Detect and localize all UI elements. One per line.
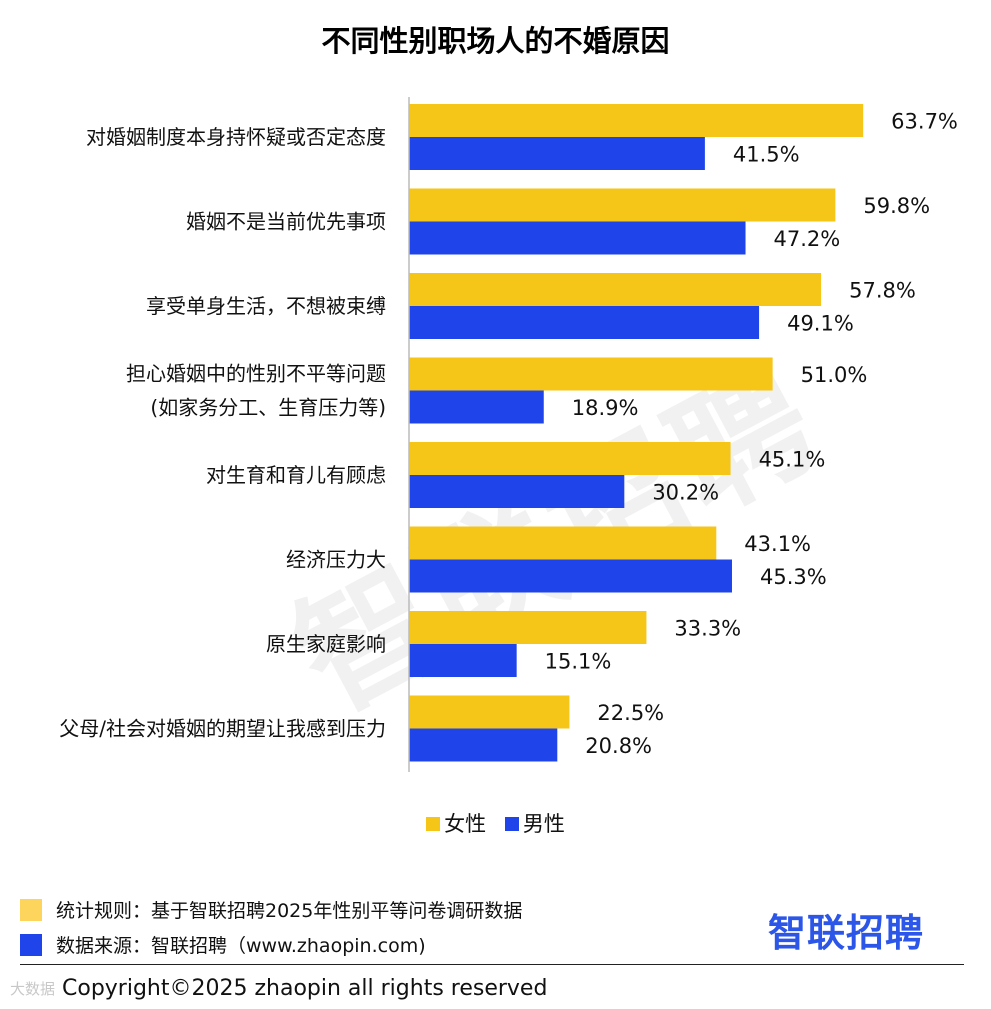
- brand-logo: 智联招聘: [768, 911, 925, 955]
- category-label-3-line-1: (如家务分工、生育压力等): [150, 396, 386, 420]
- footer-source-text: 数据来源：智联招聘（www.zhaopin.com): [56, 935, 426, 957]
- bar-male-2: [409, 306, 760, 339]
- category-label-7: 父母/社会对婚姻的期望让我感到压力: [59, 717, 386, 741]
- bar-female-5: [409, 526, 717, 560]
- bar-female-4: [409, 442, 731, 475]
- category-label-0: 对婚姻制度本身持怀疑或否定态度: [86, 125, 386, 149]
- data-label-male-7: 20.8%: [585, 734, 652, 758]
- data-label-female-3: 51.0%: [801, 363, 868, 387]
- legend-swatch-female: [426, 816, 441, 831]
- footer-rule: 统计规则：基于智联招聘2025年性别平等问卷调研数据: [20, 896, 522, 924]
- bar-female-2: [409, 273, 822, 306]
- legend-item-male: 男性: [504, 808, 565, 838]
- bar-male-4: [409, 475, 625, 508]
- category-label-3-line-0: 担心婚姻中的性别不平等问题: [126, 362, 386, 386]
- bar-female-0: [409, 104, 864, 137]
- bar-male-3: [409, 390, 544, 424]
- data-label-male-0: 41.5%: [733, 143, 800, 167]
- footer-rule-text: 统计规则：基于智联招聘2025年性别平等问卷调研数据: [56, 900, 523, 922]
- rule-square-icon: [20, 899, 42, 921]
- legend-label-male: 男性: [522, 812, 565, 836]
- bar-female-7: [409, 695, 570, 729]
- data-label-female-7: 22.5%: [597, 701, 664, 725]
- bar-male-7: [409, 728, 558, 762]
- legend-label-female: 女性: [444, 812, 487, 836]
- category-label-2: 享受单身生活，不想被束缚: [146, 294, 386, 318]
- legend-swatch-male: [504, 816, 519, 831]
- data-label-female-4: 45.1%: [759, 448, 826, 472]
- bar-female-3: [409, 357, 773, 391]
- category-label-6: 原生家庭影响: [266, 632, 386, 656]
- category-label-1: 婚姻不是当前优先事项: [186, 210, 386, 234]
- footer-divider: [20, 964, 964, 965]
- legend: 女性 男性: [0, 808, 991, 838]
- data-label-female-6: 33.3%: [674, 617, 741, 641]
- bar-chart: 63.7% 41.5% 对婚姻制度本身持怀疑或否定态度 59.8% 47.2% 婚姻不是当…: [59, 97, 958, 772]
- bar-female-1: [409, 188, 836, 222]
- bar-male-1: [409, 221, 746, 255]
- category-label-5: 经济压力大: [286, 548, 386, 572]
- bar-male-5: [409, 559, 732, 593]
- bar-male-6: [409, 644, 517, 677]
- data-label-female-5: 43.1%: [744, 532, 811, 556]
- category-label-4: 对生育和育儿有顾虑: [206, 463, 386, 487]
- footer-source: 数据来源：智联招聘（www.zhaopin.com): [20, 931, 426, 959]
- legend-item-female: 女性: [426, 808, 486, 838]
- data-label-male-1: 47.2%: [774, 227, 841, 251]
- bar-female-6: [409, 611, 647, 644]
- data-label-female-0: 63.7%: [891, 110, 958, 134]
- corner-logo: 大数据: [10, 980, 56, 998]
- data-label-male-5: 45.3%: [760, 565, 827, 589]
- data-label-male-4: 30.2%: [652, 481, 719, 505]
- data-label-male-3: 18.9%: [572, 396, 639, 420]
- data-label-male-2: 49.1%: [787, 312, 854, 336]
- data-label-male-6: 15.1%: [545, 650, 612, 674]
- chart-title: 不同性别职场人的不婚原因: [321, 24, 670, 58]
- data-label-female-2: 57.8%: [849, 279, 916, 303]
- copyright: Copyright©2025 zhaopin all rights reserv…: [62, 976, 548, 1001]
- data-label-female-1: 59.8%: [863, 194, 930, 218]
- bar-male-0: [409, 137, 705, 170]
- source-square-icon: [20, 934, 42, 956]
